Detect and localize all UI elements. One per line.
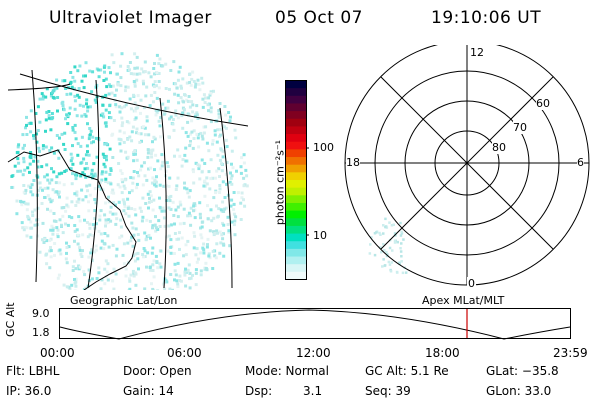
glon-info: GLon: 33.0 [486,384,552,398]
colorbar-band [285,264,307,273]
polar-mlat-mlt-plot [344,45,590,286]
map-projection-label: Geographic Lat/Lon [70,294,178,307]
colorbar-band [285,141,307,150]
mlt-label-12: 12 [469,46,485,59]
mlat-label-80: 80 [492,141,506,154]
colorbar [285,80,309,280]
longitude-line [219,107,233,289]
colorbar-band [285,195,307,204]
colorbar-frame [285,80,307,280]
timeline-xtick-0000: 00:00 [40,346,75,360]
colorbar-band [285,218,307,227]
coastline [7,149,137,290]
colorbar-band [285,149,307,158]
colorbar-band [285,210,307,219]
colorbar-band [285,248,307,258]
colorbar-band [285,233,307,242]
ip-info: IP: 36.0 [6,384,52,398]
colorbar-band [285,172,307,181]
colorbar-band [285,271,307,280]
mlt-label-0: 0 [467,277,476,290]
uv-intensity-pixels [10,52,249,290]
time-label: 19:10:06 UT [431,8,542,28]
altitude-timeline [59,308,571,340]
colorbar-band [285,88,307,97]
mlt-label-18: 18 [346,156,360,169]
door-info: Door: Open [123,364,192,378]
colorbar-band [285,187,307,196]
mlat-label-70: 70 [513,121,527,134]
mlt-diagonal [380,76,554,250]
colorbar-band [285,180,307,189]
colorbar-band [285,134,307,143]
date-label: 05 Oct 07 [275,8,363,28]
colorbar-tick-100: 100 [313,141,334,154]
polar-coordinate-label: Apex MLat/MLT [422,294,505,307]
colorbar-band [285,225,307,235]
latitude-line [7,83,71,91]
mlt-label-6: 6 [577,156,584,169]
timeline-xtick-2359: 23:59 [553,346,588,360]
longitude-line [159,97,167,289]
gain-info: Gain: 14 [123,384,174,398]
colorbar-band [285,256,307,265]
glat-info: GLat: −35.8 [486,364,559,378]
colorbar-band [285,118,307,127]
longitude-line [87,79,100,289]
timeline-ytick-min: 1.8 [32,326,50,339]
mode-info: Mode: Normal [245,364,329,378]
mlat-label-60: 60 [536,97,550,110]
colorbar-band [285,164,307,173]
colorbar-band [285,111,307,120]
timeline-xtick-1800: 18:00 [425,346,460,360]
colorbar-unit-label: photon cm⁻²s⁻¹ [273,139,287,226]
longitude-line [31,69,38,283]
altitude-curve [59,309,571,340]
dsp-value: 3.1 [303,384,323,398]
colorbar-band [285,80,307,89]
timeline-frame [59,308,571,339]
colorbar-tick-10: 10 [313,229,327,242]
seq-info: Seq: 39 [365,384,411,398]
gc-alt-info: GC Alt: 5.1 Re [365,364,449,378]
colorbar-band [285,95,307,104]
timeline-ytick-max: 9.0 [32,307,50,320]
colorbar-band [285,103,307,112]
colorbar-band [285,241,307,250]
dsp-label: Dsp: [245,384,273,398]
timeline-ylabel: GC Alt [4,302,17,337]
geographic-map [7,52,249,290]
colorbar-band [285,157,307,166]
timeline-xtick-1200: 12:00 [296,346,331,360]
instrument-title: Ultraviolet Imager [49,8,212,28]
filter-info: Flt: LBHL [6,364,60,378]
latitude-line [19,73,249,127]
polar-uv-pixels [368,217,408,275]
colorbar-band [285,126,307,135]
lat-lon-grid [7,69,249,289]
colorbar-band [285,202,307,212]
timeline-xtick-0600: 06:00 [167,346,202,360]
